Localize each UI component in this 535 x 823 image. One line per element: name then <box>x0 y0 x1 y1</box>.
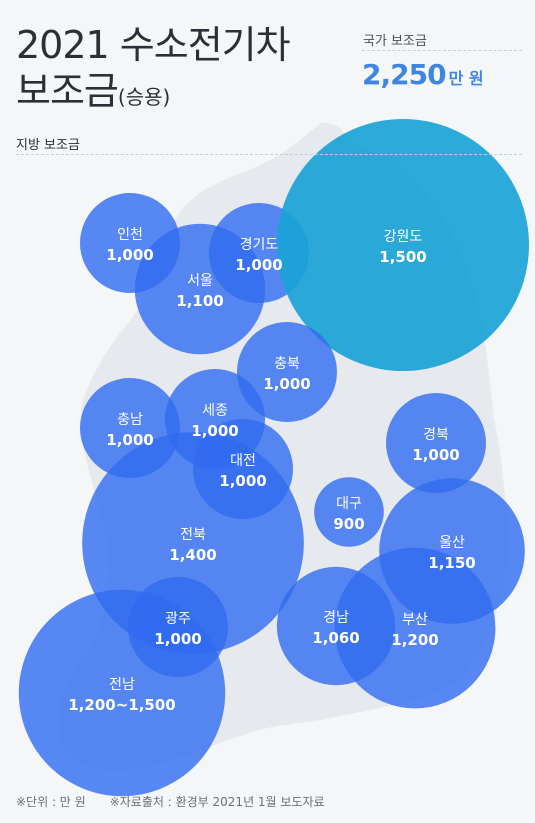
bubble-label-name: 서울 <box>187 273 213 289</box>
bubble-label-value: 1,100 <box>176 292 223 310</box>
source-note: ※자료출처 : 환경부 2021년 1월 보도자료 <box>109 795 325 809</box>
local-divider <box>16 154 522 155</box>
bubble-label-name: 충북 <box>274 356 300 372</box>
bubble-label-name: 강원도 <box>384 229 423 245</box>
bubble-label-value: 1,000 <box>154 630 201 648</box>
bubble-label-name: 경남 <box>323 610 349 626</box>
bubble-layer: 인천 1,000 서울 1,100 경기도 1,000 강원도 1,500 충북 1,000 세종 1… <box>18 119 529 797</box>
bubble-label-value: 1,400 <box>169 546 216 564</box>
bubble-충북 <box>237 322 337 422</box>
bubble-label-value: 1,000 <box>263 375 310 393</box>
footer-notes: ※단위 : 만 원 ※자료출처 : 환경부 2021년 1월 보도자료 <box>16 793 325 810</box>
bubble-강원도 <box>277 119 529 371</box>
bubble-label-name: 부산 <box>402 612 428 628</box>
bubble-label-name: 경기도 <box>240 237 279 253</box>
bubble-label-value: 1,200~1,500 <box>68 696 175 714</box>
bubble-label-name: 광주 <box>165 611 191 627</box>
unit-note: ※단위 : 만 원 <box>16 795 86 809</box>
bubble-label-name: 대구 <box>336 496 362 512</box>
bubble-label-value: 1,000 <box>235 256 282 274</box>
title-line-2: 보조금 <box>16 69 119 113</box>
bubble-label-name: 대전 <box>230 453 256 469</box>
national-subsidy-amount: 2,250 만 원 <box>362 58 484 91</box>
bubble-label-name: 전북 <box>180 527 206 543</box>
bubble-대구 <box>314 477 384 547</box>
bubble-label-name: 충남 <box>117 412 143 428</box>
bubble-label-value: 1,000 <box>191 422 238 440</box>
bubble-label-value: 1,200 <box>391 631 438 649</box>
title-line-1: 2021 수소전기차 <box>16 23 291 67</box>
bubble-label-name: 울산 <box>439 535 465 551</box>
national-divider <box>362 50 522 51</box>
local-subsidy-label: 지방 보조금 <box>16 138 80 153</box>
bubble-label-name: 인천 <box>117 227 143 243</box>
page-title: 2021 수소전기차 보조금(승용) <box>16 22 291 120</box>
bubble-label-value: 1,060 <box>312 629 359 647</box>
bubble-label-name: 경북 <box>423 427 449 443</box>
bubble-경북 <box>386 393 486 493</box>
bubble-label-value: 1,150 <box>428 554 475 572</box>
bubble-label-value: 900 <box>333 515 364 533</box>
title-suffix: (승용) <box>117 85 171 109</box>
bubble-부산 <box>334 547 496 709</box>
national-amount-unit: 만 원 <box>448 69 484 88</box>
bubble-label-name: 전남 <box>109 677 135 693</box>
bubble-label-name: 세종 <box>202 403 228 419</box>
bubble-label-value: 1,000 <box>412 446 459 464</box>
national-amount-value: 2,250 <box>362 58 447 91</box>
national-subsidy-label: 국가 보조금 <box>363 34 427 49</box>
bubble-label-value: 1,500 <box>379 248 426 266</box>
bubble-label-value: 1,000 <box>106 431 153 449</box>
bubble-label-value: 1,000 <box>219 472 266 490</box>
bubble-전남 <box>18 589 226 797</box>
bubble-label-value: 1,000 <box>106 246 153 264</box>
